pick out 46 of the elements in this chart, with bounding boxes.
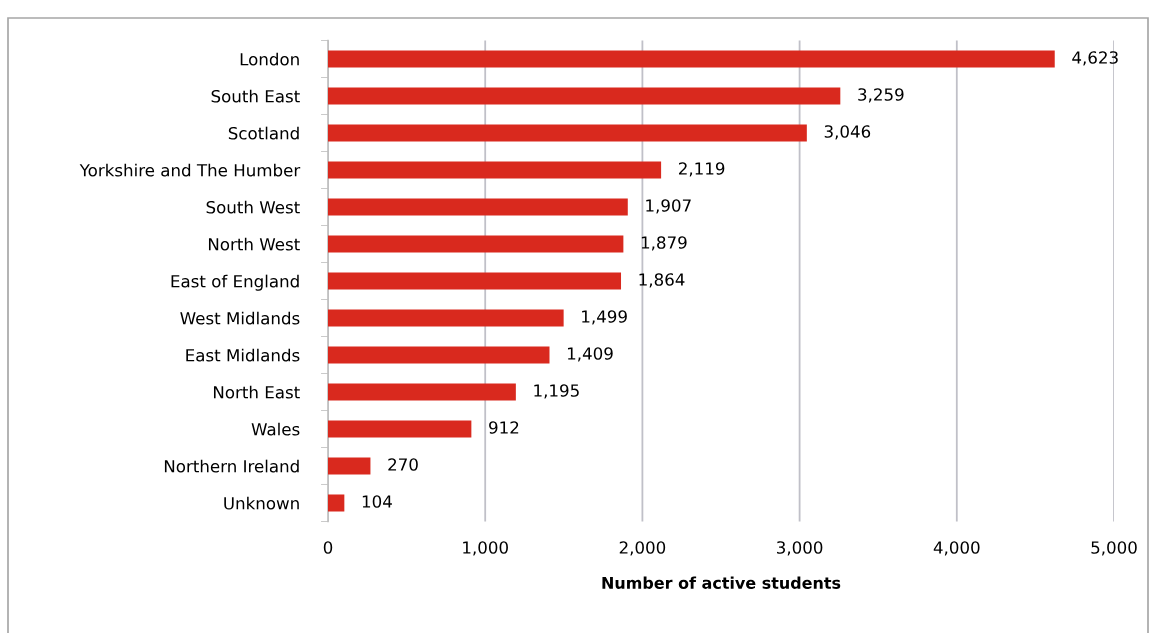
y-tick-label: Yorkshire and The Humber — [79, 163, 301, 177]
bar — [328, 272, 622, 290]
y-tick-label: North West — [208, 237, 300, 251]
y-tick-label: South West — [206, 200, 300, 214]
x-tick-label: 3,000 — [777, 541, 823, 556]
data-label: 1,864 — [639, 273, 685, 288]
bar — [328, 124, 807, 142]
bar — [328, 161, 662, 179]
data-label: 3,259 — [858, 88, 904, 103]
bar — [328, 235, 624, 253]
y-tick-label: Scotland — [228, 126, 299, 140]
data-label: 1,195 — [534, 384, 579, 399]
bar — [328, 346, 550, 364]
bar — [328, 383, 516, 401]
data-label: 1,409 — [567, 347, 613, 362]
data-label: 104 — [362, 495, 392, 508]
bar — [328, 494, 345, 512]
data-label: 270 — [388, 458, 418, 471]
bar — [328, 87, 841, 105]
bar — [328, 198, 628, 216]
data-label: 912 — [489, 421, 519, 434]
x-tick-label: 0 — [323, 541, 333, 554]
y-tick-label: East of England — [171, 274, 299, 291]
data-label: 1,879 — [641, 236, 687, 251]
bar — [328, 50, 1055, 68]
y-tick-label: Northern Ireland — [164, 459, 299, 473]
data-label: 2,119 — [678, 162, 725, 177]
x-tick-label: 1,000 — [463, 541, 508, 556]
x-tick-label: 2,000 — [619, 541, 666, 556]
y-tick-label: East Midlands — [186, 348, 300, 362]
x-tick-label: 5,000 — [1091, 541, 1137, 556]
bar — [328, 457, 371, 475]
data-label: 3,046 — [824, 125, 871, 140]
data-label: 1,907 — [646, 199, 691, 214]
bar — [328, 420, 472, 438]
y-tick-label: Unknown — [224, 496, 299, 510]
data-label: 1,499 — [582, 310, 627, 325]
bar — [328, 309, 564, 327]
y-tick-label: North East — [213, 385, 300, 399]
x-tick-label: 4,000 — [933, 541, 980, 556]
x-axis-title: Number of active students — [602, 576, 841, 589]
y-tick-label: London — [240, 52, 299, 66]
data-label: 4,623 — [1072, 51, 1118, 66]
y-tick-label: Wales — [251, 422, 300, 436]
y-tick-label: South East — [211, 89, 300, 103]
y-tick-label: West Midlands — [180, 311, 300, 325]
